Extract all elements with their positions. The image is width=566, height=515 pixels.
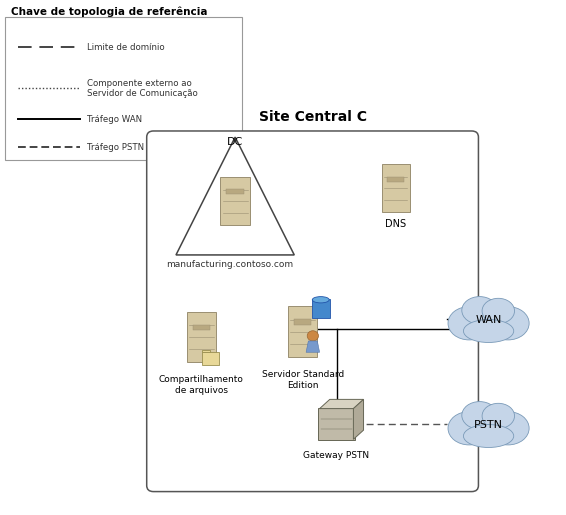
FancyBboxPatch shape: [381, 164, 410, 212]
Ellipse shape: [462, 297, 498, 324]
Ellipse shape: [312, 297, 329, 303]
Text: manufacturing.contoso.com: manufacturing.contoso.com: [166, 260, 293, 269]
Ellipse shape: [482, 298, 514, 323]
Text: Limite de domínio: Limite de domínio: [87, 43, 165, 52]
Polygon shape: [353, 400, 363, 439]
Text: Servidor Standard
Edition: Servidor Standard Edition: [261, 370, 344, 389]
Polygon shape: [320, 400, 363, 408]
Ellipse shape: [448, 306, 490, 340]
FancyBboxPatch shape: [221, 177, 250, 225]
Text: Compartilhamento
de arquivos: Compartilhamento de arquivos: [159, 375, 244, 394]
FancyBboxPatch shape: [387, 177, 404, 182]
FancyBboxPatch shape: [288, 306, 318, 357]
Text: Gateway PSTN: Gateway PSTN: [303, 451, 370, 459]
Polygon shape: [203, 352, 220, 365]
FancyBboxPatch shape: [319, 407, 354, 440]
FancyBboxPatch shape: [5, 17, 242, 160]
Polygon shape: [203, 350, 211, 352]
Text: WAN: WAN: [475, 315, 502, 325]
Text: DNS: DNS: [385, 219, 406, 229]
FancyBboxPatch shape: [147, 131, 478, 492]
Ellipse shape: [487, 411, 529, 445]
Text: Tráfego PSTN: Tráfego PSTN: [87, 143, 144, 152]
FancyBboxPatch shape: [294, 319, 311, 324]
Ellipse shape: [448, 411, 490, 445]
Ellipse shape: [462, 402, 498, 429]
Text: PSTN: PSTN: [474, 420, 503, 431]
Ellipse shape: [487, 306, 529, 340]
FancyBboxPatch shape: [192, 324, 210, 330]
Text: Chave de topologia de referência: Chave de topologia de referência: [11, 6, 208, 17]
Ellipse shape: [464, 424, 514, 448]
Ellipse shape: [460, 405, 518, 446]
Ellipse shape: [464, 319, 514, 342]
Text: DC: DC: [227, 138, 243, 147]
Text: Tráfego WAN: Tráfego WAN: [87, 115, 142, 124]
Text: Site Central C: Site Central C: [259, 110, 367, 124]
FancyBboxPatch shape: [312, 299, 330, 318]
Ellipse shape: [482, 403, 514, 428]
Circle shape: [307, 331, 319, 341]
Text: Componente externo ao
Servidor de Comunicação: Componente externo ao Servidor de Comuni…: [87, 79, 198, 98]
Polygon shape: [306, 341, 320, 352]
Ellipse shape: [460, 300, 518, 341]
FancyBboxPatch shape: [226, 190, 244, 195]
FancyBboxPatch shape: [187, 312, 216, 362]
